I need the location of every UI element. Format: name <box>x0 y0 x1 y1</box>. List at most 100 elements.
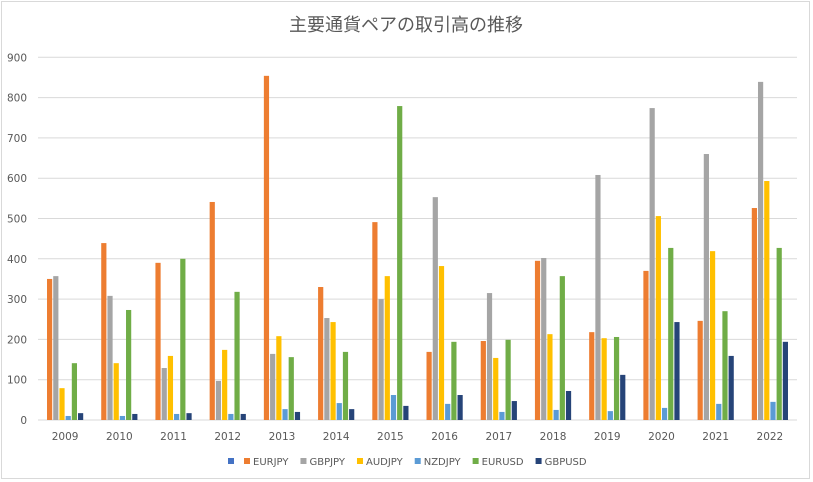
bar-audjpy-2020 <box>655 216 661 420</box>
bar-eurjpy-2019 <box>589 332 595 420</box>
bar-gbpjpy-2018 <box>541 257 547 420</box>
bar-gbpusd-2015 <box>403 405 409 420</box>
bar-gbpjpy-2012 <box>215 380 222 420</box>
y-tick-label: 0 <box>20 415 27 427</box>
chart-title: 主要通貨ペアの取引高の推移 <box>289 15 523 36</box>
bar-eurjpy-2018 <box>534 260 541 420</box>
bar-gbpjpy-2019 <box>595 174 601 420</box>
bar-gbpusd-2010 <box>132 413 138 420</box>
bar-eurusd-2022 <box>776 247 782 420</box>
bar-eurjpy-2021 <box>697 320 703 420</box>
bar-eurusd-2010 <box>126 309 132 420</box>
y-tick-label: 100 <box>7 375 27 387</box>
bar-audjpy-2019 <box>601 338 607 420</box>
legend-label-nzdjpy: NZDJPY <box>424 457 462 468</box>
bar-eurjpy-2011 <box>155 262 161 420</box>
x-tick-label: 2010 <box>106 431 133 443</box>
y-tick-label: 900 <box>7 52 27 64</box>
bar-eurjpy-2012 <box>209 201 215 420</box>
x-tick-label: 2013 <box>269 431 296 443</box>
bar-audjpy-2012 <box>222 349 228 420</box>
bar-eurusd-2021 <box>722 311 728 420</box>
bar-audjpy-2010 <box>113 363 119 420</box>
bar-gbpjpy-2021 <box>703 154 709 420</box>
bar-nzdjpy-2015 <box>390 395 397 420</box>
bar-gbpusd-2017 <box>511 401 517 420</box>
bar-gbpjpy-2009 <box>53 276 59 420</box>
bar-gbpjpy-2017 <box>486 293 493 420</box>
bar-gbpusd-2012 <box>240 413 246 420</box>
bar-gbpusd-2014 <box>349 409 355 420</box>
bar-eurjpy-2013 <box>263 75 270 420</box>
bar-eurjpy-2020 <box>643 270 649 420</box>
x-tick-label: 2011 <box>160 431 187 443</box>
bar-audjpy-2009 <box>59 388 65 420</box>
bar-gbpusd-2016 <box>457 395 463 420</box>
bar-nzdjpy-2010 <box>119 415 126 420</box>
bar-eurusd-2014 <box>342 351 349 420</box>
bar-eurusd-2013 <box>288 357 294 420</box>
bar-nzdjpy-2020 <box>661 407 668 420</box>
x-tick-label: 2015 <box>377 431 404 443</box>
bar-eurjpy-2010 <box>101 243 107 420</box>
x-tick-label: 2017 <box>485 431 512 443</box>
bar-eurusd-2016 <box>451 341 457 420</box>
bar-gbpusd-2013 <box>294 411 301 420</box>
bar-eurjpy-2016 <box>426 351 432 420</box>
bar-gbpjpy-2013 <box>270 353 276 420</box>
bar-gbpjpy-2014 <box>324 318 330 420</box>
bar-gbpjpy-2022 <box>757 81 764 421</box>
bar-eurusd-2009 <box>71 363 78 420</box>
bar-nzdjpy-2014 <box>336 403 342 420</box>
bar-eurusd-2019 <box>613 336 620 420</box>
bar-audjpy-2015 <box>384 276 390 420</box>
x-tick-label: 2022 <box>757 431 784 443</box>
bar-audjpy-2018 <box>547 334 553 420</box>
x-tick-label: 2018 <box>540 431 567 443</box>
bar-gbpjpy-2011 <box>161 368 167 420</box>
bar-gbpusd-2019 <box>620 374 626 420</box>
y-tick-label: 500 <box>7 214 27 226</box>
bar-gbpusd-2020 <box>674 322 680 420</box>
bar-nzdjpy-2009 <box>65 415 71 420</box>
x-tick-label: 2012 <box>214 431 241 443</box>
bar-nzdjpy-2019 <box>607 411 613 420</box>
bar-gbpusd-2018 <box>565 390 572 420</box>
bar-audjpy-2021 <box>709 251 716 420</box>
bar-eurjpy-2009 <box>47 278 53 420</box>
bar-eurjpy-2014 <box>318 287 324 420</box>
bar-gbpjpy-2016 <box>432 197 438 420</box>
legend-swatch-nzdjpy <box>414 458 421 464</box>
x-tick-label: 2021 <box>702 431 729 443</box>
legend-label-gbpjpy: GBPJPY <box>309 457 345 468</box>
bar-gbpjpy-2010 <box>107 295 113 420</box>
bar-eurusd-2018 <box>559 276 565 420</box>
legend-swatch-audjpy <box>356 458 363 464</box>
y-tick-label: 300 <box>7 294 27 306</box>
bar-nzdjpy-2013 <box>282 409 288 420</box>
x-tick-label: 2016 <box>431 431 458 443</box>
legend-label-audjpy: AUDJPY <box>366 457 404 468</box>
bar-eurjpy-2022 <box>751 208 757 420</box>
bar-audjpy-2016 <box>438 266 445 420</box>
bar-nzdjpy-2021 <box>716 403 722 420</box>
x-tick-label: 2019 <box>594 431 621 443</box>
legend-swatch-eurjpy <box>244 458 250 464</box>
legend-label-eurjpy: EURJPY <box>253 457 289 468</box>
x-tick-label: 2009 <box>52 431 79 443</box>
bar-eurusd-2012 <box>234 291 240 420</box>
bar-gbpusd-2011 <box>186 413 192 420</box>
bar-gbpusd-2021 <box>728 355 734 420</box>
bar-nzdjpy-2018 <box>553 409 559 420</box>
y-tick-label: 800 <box>7 93 27 105</box>
bar-gbpusd-2022 <box>782 341 788 420</box>
legend-swatch-eurusd <box>472 458 479 464</box>
bar-audjpy-2011 <box>167 355 174 420</box>
bar-nzdjpy-2012 <box>228 413 234 420</box>
x-tick-label: 2014 <box>323 431 350 443</box>
legend-swatch-gbpusd <box>535 458 542 464</box>
bar-eurjpy-2017 <box>480 341 486 420</box>
bar-eurusd-2020 <box>668 247 674 420</box>
y-tick-label: 600 <box>7 173 27 185</box>
